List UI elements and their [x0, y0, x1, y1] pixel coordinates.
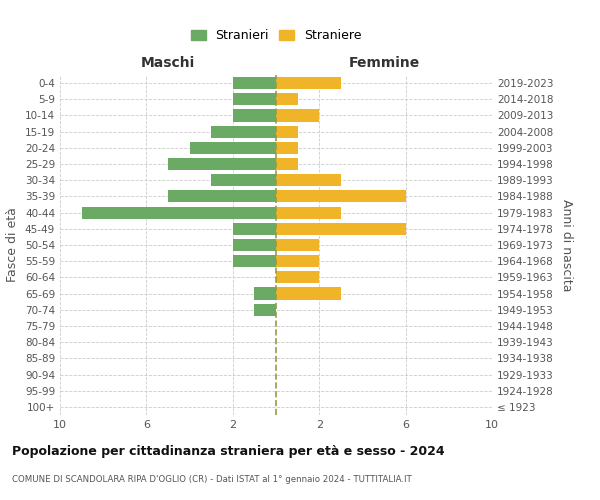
Bar — [276, 255, 319, 268]
Legend: Stranieri, Straniere: Stranieri, Straniere — [188, 27, 364, 45]
Text: Popolazione per cittadinanza straniera per età e sesso - 2024: Popolazione per cittadinanza straniera p… — [12, 445, 445, 458]
Bar — [276, 239, 319, 251]
Bar — [276, 272, 319, 283]
Bar — [254, 304, 276, 316]
Bar — [233, 93, 276, 106]
Text: Femmine: Femmine — [349, 56, 419, 70]
Bar — [276, 126, 298, 138]
Bar — [276, 288, 341, 300]
Bar — [276, 190, 406, 202]
Bar — [276, 77, 341, 89]
Bar — [276, 93, 298, 106]
Bar — [233, 239, 276, 251]
Y-axis label: Fasce di età: Fasce di età — [7, 208, 19, 282]
Bar — [233, 110, 276, 122]
Bar — [168, 190, 276, 202]
Bar — [276, 110, 319, 122]
Y-axis label: Anni di nascita: Anni di nascita — [560, 198, 573, 291]
Bar — [168, 158, 276, 170]
Bar — [276, 142, 298, 154]
Text: COMUNE DI SCANDOLARA RIPA D'OGLIO (CR) - Dati ISTAT al 1° gennaio 2024 - TUTTITA: COMUNE DI SCANDOLARA RIPA D'OGLIO (CR) -… — [12, 475, 412, 484]
Bar — [233, 222, 276, 235]
Bar — [211, 174, 276, 186]
Bar — [276, 222, 406, 235]
Text: Maschi: Maschi — [141, 56, 195, 70]
Bar — [276, 174, 341, 186]
Bar — [211, 126, 276, 138]
Bar — [276, 206, 341, 218]
Bar — [276, 158, 298, 170]
Bar — [190, 142, 276, 154]
Bar — [233, 255, 276, 268]
Bar — [233, 77, 276, 89]
Bar — [254, 288, 276, 300]
Bar — [82, 206, 276, 218]
